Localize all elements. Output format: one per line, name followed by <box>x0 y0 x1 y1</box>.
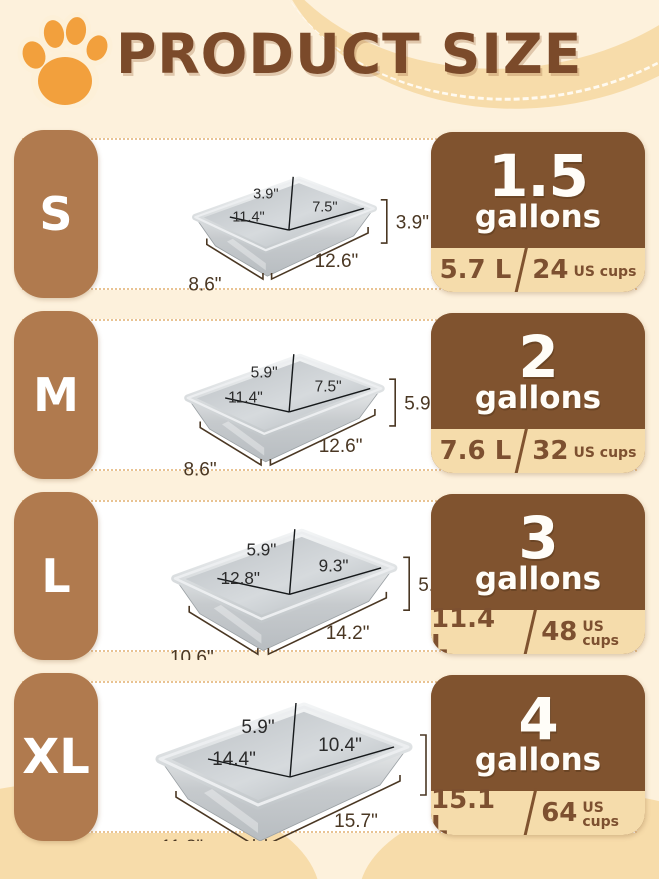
svg-text:12.8": 12.8" <box>221 569 260 588</box>
cups-value: 24 <box>532 255 569 285</box>
cups-unit: US cups <box>573 445 637 461</box>
svg-text:3.9": 3.9" <box>253 186 278 202</box>
size-tab-xl[interactable]: XL <box>14 673 98 841</box>
gallons-unit: gallons <box>474 199 602 236</box>
size-tab-label: XL <box>22 729 90 785</box>
capacity-badge-top: 3 gallons <box>431 494 645 610</box>
capacity-badge: 3 gallons 11.4 L 48 US cups <box>431 494 645 654</box>
litter-box-figure: 5.9" 11.4" 7.5" 5.9" 8.6" 12.6" <box>108 311 508 479</box>
liters-value: 15.1 L <box>431 785 496 835</box>
svg-text:8.6": 8.6" <box>188 274 221 295</box>
badge-divider <box>520 609 540 654</box>
size-tab-m[interactable]: M <box>14 311 98 479</box>
svg-text:11.4": 11.4" <box>228 390 263 407</box>
capacity-badge-bottom: 7.6 L 32 US cups <box>431 429 645 473</box>
gallons-value: 4 <box>518 684 558 753</box>
cups-value: 32 <box>532 436 569 466</box>
gallons-value: 2 <box>518 322 558 391</box>
svg-text:8.6": 8.6" <box>183 460 216 479</box>
capacity-badge: 4 gallons 15.1 L 64 US cups <box>431 675 645 835</box>
svg-text:5.9": 5.9" <box>404 394 437 415</box>
badge-divider <box>511 428 531 473</box>
cups-unit: US cups <box>573 264 637 280</box>
gallons-unit: gallons <box>474 561 602 598</box>
badge-divider <box>511 247 531 292</box>
svg-text:10.4": 10.4" <box>318 735 362 756</box>
gallons-value: 3 <box>518 503 558 572</box>
svg-text:11.8": 11.8" <box>161 837 203 841</box>
cups-unit: US cups <box>582 619 619 649</box>
size-row: S <box>0 130 659 298</box>
svg-text:10.6": 10.6" <box>170 648 214 660</box>
size-tab-l[interactable]: L <box>14 492 98 660</box>
svg-text:7.5": 7.5" <box>315 379 342 396</box>
svg-text:12.6": 12.6" <box>319 436 363 457</box>
litter-box-figure: 5.9" 12.8" 9.3" 5.9" 10.6" 14.2" <box>108 492 508 660</box>
svg-text:5.9": 5.9" <box>246 541 276 560</box>
size-tab-label: L <box>41 549 71 603</box>
capacity-badge-top: 4 gallons <box>431 675 645 791</box>
svg-text:7.5": 7.5" <box>312 199 337 215</box>
litter-box-figure: 3.9" 11.4" 7.5" 3.9" 8.6" 12.6" <box>108 130 508 298</box>
size-tab-label: M <box>33 368 79 422</box>
size-row: XL <box>0 673 659 841</box>
gallons-value: 1.5 <box>488 141 589 210</box>
capacity-badge-bottom: 15.1 L 64 US cups <box>431 787 645 835</box>
liters-value: 11.4 L <box>431 604 496 654</box>
capacity-badge-bottom: 11.4 L 48 US cups <box>431 606 645 654</box>
capacity-badge-bottom: 5.7 L 24 US cups <box>431 248 645 292</box>
svg-text:3.9": 3.9" <box>396 212 429 233</box>
capacity-badge: 2 gallons 7.6 L 32 US cups <box>431 313 645 473</box>
size-row: M <box>0 311 659 479</box>
litter-box-figure: 5.9" 14.4" 10.4" 5.9" 11.8" 15.7" <box>108 673 508 841</box>
capacity-badge: 1.5 gallons 5.7 L 24 US cups <box>431 132 645 292</box>
badge-divider <box>520 790 540 835</box>
svg-text:14.4": 14.4" <box>212 749 256 770</box>
svg-text:5.9": 5.9" <box>251 365 278 382</box>
gallons-unit: gallons <box>474 380 602 417</box>
page-header: PRODUCT SIZE <box>0 0 659 118</box>
page-title: PRODUCT SIZE <box>116 22 583 86</box>
liters-value: 5.7 L <box>439 255 512 285</box>
paw-print-icon <box>17 12 113 108</box>
svg-text:15.7": 15.7" <box>334 811 378 832</box>
size-row: L <box>0 492 659 660</box>
capacity-badge-top: 1.5 gallons <box>431 132 645 248</box>
svg-text:12.6": 12.6" <box>315 251 359 272</box>
svg-text:14.2": 14.2" <box>326 623 370 644</box>
cups-unit: US cups <box>582 800 619 830</box>
svg-text:5.9": 5.9" <box>241 717 274 738</box>
gallons-unit: gallons <box>474 742 602 779</box>
svg-text:11.4": 11.4" <box>232 209 264 225</box>
size-tab-s[interactable]: S <box>14 130 98 298</box>
size-tab-label: S <box>39 187 73 241</box>
cups-value: 48 <box>541 617 578 647</box>
cups-value: 64 <box>541 798 578 828</box>
liters-value: 7.6 L <box>439 436 512 466</box>
svg-text:9.3": 9.3" <box>319 556 349 575</box>
capacity-badge-top: 2 gallons <box>431 313 645 429</box>
